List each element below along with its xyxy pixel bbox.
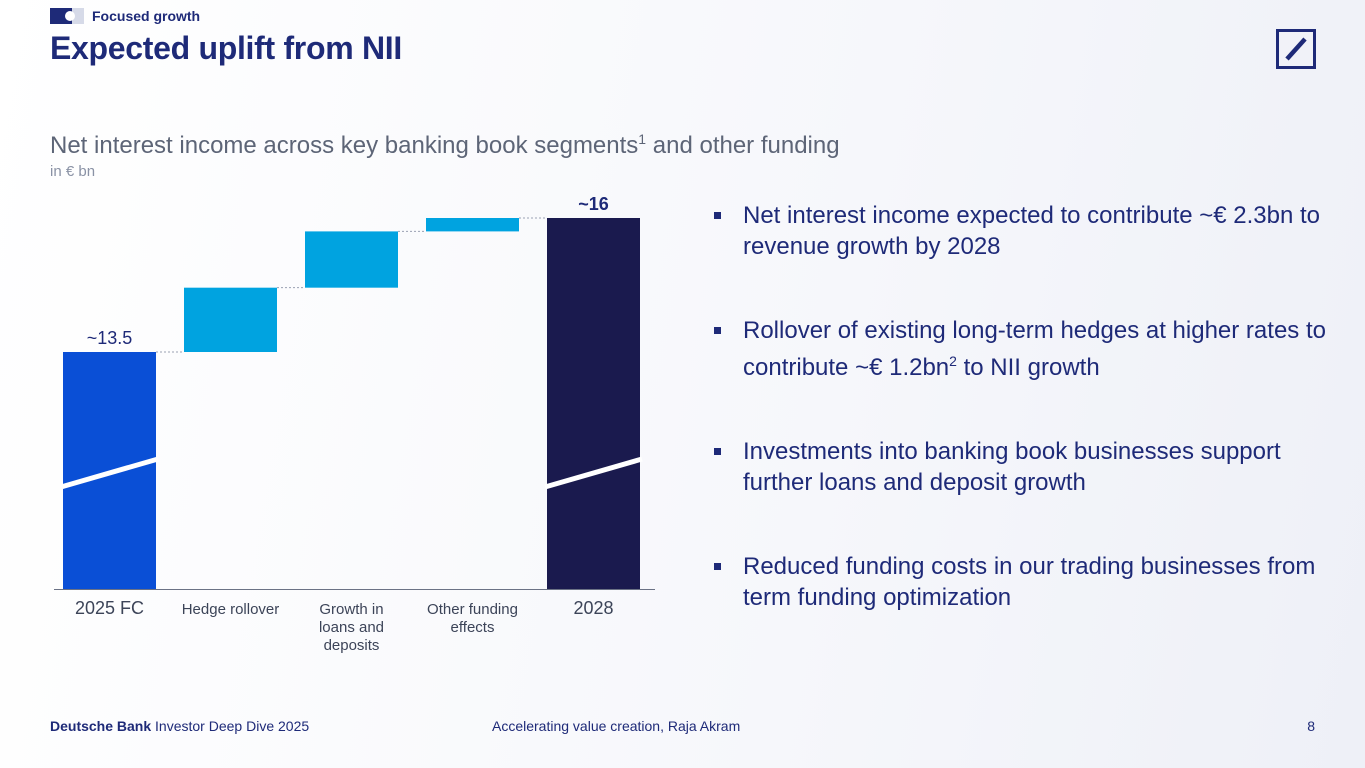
axis-break-mark [544,456,643,490]
bullet-item: Reduced funding costs in our trading bus… [712,551,1332,613]
bar-2 [184,287,277,352]
x-tick-label: Other funding effects [427,601,518,636]
section-tag-icon [50,8,84,24]
bar-4 [426,218,519,232]
bar-3 [305,231,398,288]
x-tick-label: Growth in loans and deposits [319,601,384,654]
x-tick-label: Hedge rollover [182,601,280,618]
x-tick-label-line: Hedge rollover [182,601,280,618]
footer-presentation-title: Accelerating value creation, Raja Akram [492,718,741,734]
data-label: ~16 [578,194,609,214]
x-tick-label-line: 2028 [573,598,613,618]
x-tick-label-line: loans and [319,619,384,636]
bullet-list: Net interest income expected to contribu… [712,200,1332,666]
footer-brand: Deutsche Bank [50,718,152,734]
slide-title: Expected uplift from NII [50,30,402,66]
bullet-item: Rollover of existing long-term hedges at… [712,315,1332,383]
footer-event: Investor Deep Dive 2025 [151,718,310,734]
bullet-item: Net interest income expected to contribu… [712,200,1332,262]
bar-5 [547,218,640,589]
deutsche-bank-logo-icon [1276,29,1316,69]
x-tick-label-line: Other funding [427,601,518,618]
chart-title: Net interest income across key banking b… [50,131,840,159]
waterfall-chart: ~13.5 ~16 2025 FC Hedge rollover Growth in lo… [54,194,655,654]
x-tick-label: 2028 [573,598,613,618]
axis-break-mark [60,456,159,490]
page-number: 8 [1307,718,1315,734]
x-tick-label-line: effects [451,619,495,636]
x-tick-label-line: Growth in [319,601,383,618]
chart-unit: in € bn [50,163,96,180]
x-tick-label: 2025 FC [75,598,144,618]
section-tag: Focused growth [50,7,200,25]
data-label: ~13.5 [87,328,133,348]
bullet-item: Investments into banking book businesses… [712,436,1332,498]
x-tick-label-line: 2025 FC [75,598,144,618]
section-label: Focused growth [92,8,201,24]
footer: Deutsche Bank Investor Deep Dive 2025 Ac… [50,718,1315,736]
x-tick-label-line: deposits [324,637,380,654]
